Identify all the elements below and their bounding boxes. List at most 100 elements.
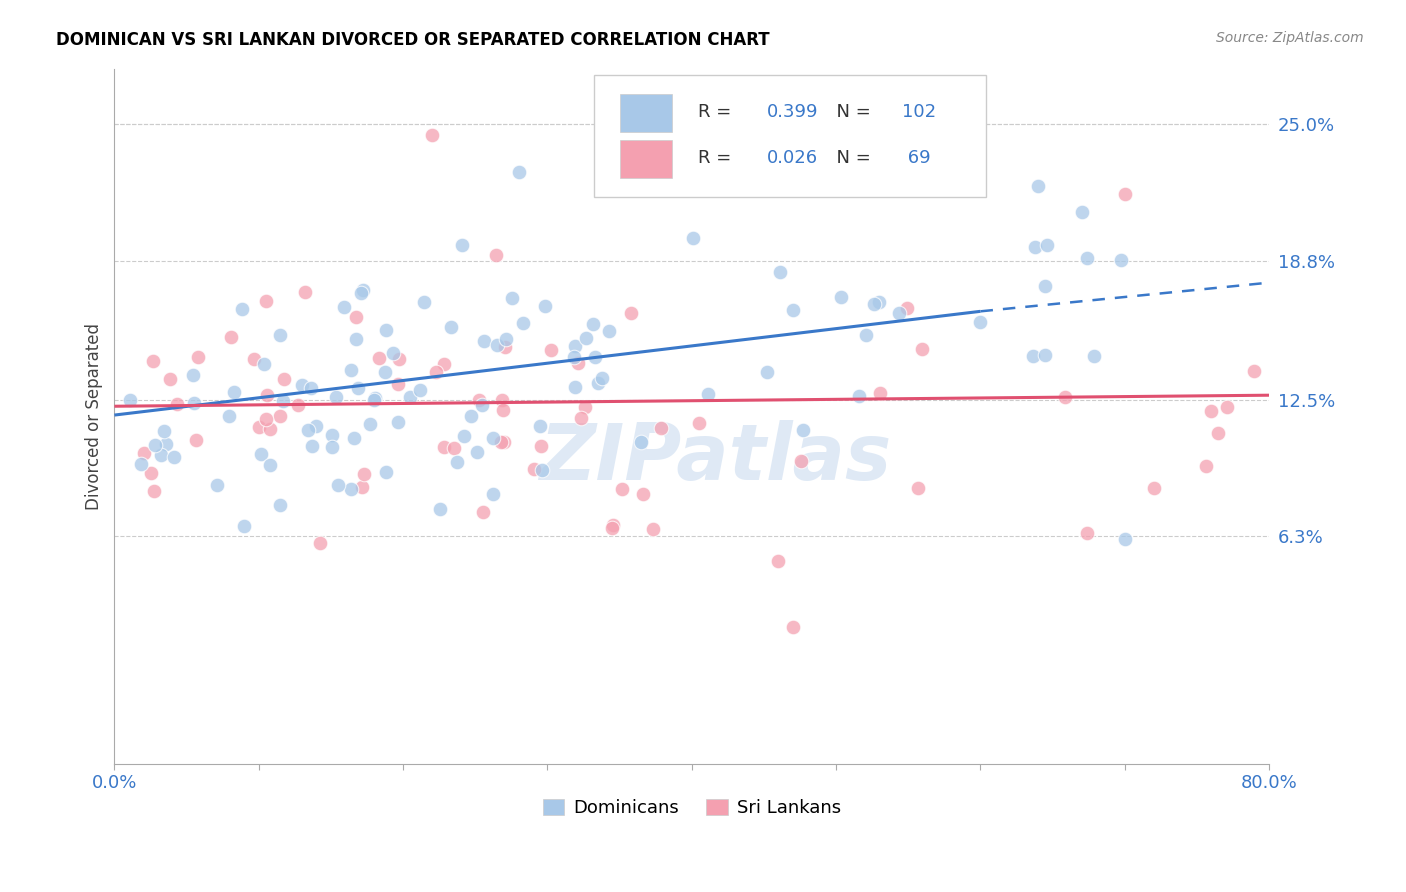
Point	[620, 306, 643, 320]
Point	[420, 128, 443, 142]
Point	[465, 445, 488, 459]
Point	[492, 403, 515, 417]
Point	[485, 248, 508, 262]
Point	[150, 449, 173, 463]
Point	[1070, 205, 1092, 219]
Text: ZIPatlas: ZIPatlas	[538, 420, 891, 496]
Point	[353, 467, 375, 481]
FancyBboxPatch shape	[620, 95, 672, 133]
Point	[269, 498, 291, 512]
Point	[305, 419, 328, 434]
Point	[343, 431, 366, 445]
Point	[641, 522, 664, 536]
Point	[1114, 532, 1136, 546]
Point	[222, 385, 245, 400]
Point	[1243, 364, 1265, 378]
Point	[142, 354, 165, 368]
Point	[574, 400, 596, 414]
Point	[768, 554, 790, 568]
Point	[387, 415, 409, 429]
Point	[339, 483, 361, 497]
Legend: Dominicans, Sri Lankans: Dominicans, Sri Lankans	[536, 791, 848, 824]
Point	[540, 343, 562, 357]
Point	[163, 450, 186, 465]
Point	[153, 424, 176, 438]
Point	[347, 381, 370, 395]
Point	[231, 301, 253, 316]
Point	[253, 357, 276, 371]
Point	[364, 391, 387, 405]
Point	[374, 365, 396, 379]
Point	[534, 299, 557, 313]
Point	[1033, 348, 1056, 362]
Point	[1024, 240, 1046, 254]
Point	[325, 390, 347, 404]
Point	[782, 302, 804, 317]
Point	[412, 295, 434, 310]
Point	[433, 357, 456, 371]
Text: 69: 69	[903, 149, 931, 167]
Point	[159, 372, 181, 386]
Point	[697, 387, 720, 401]
Point	[855, 328, 877, 343]
Point	[492, 434, 515, 449]
Point	[1036, 238, 1059, 252]
Point	[408, 383, 430, 397]
Point	[562, 350, 585, 364]
Point	[887, 306, 910, 320]
Point	[848, 389, 870, 403]
Point	[1076, 525, 1098, 540]
FancyBboxPatch shape	[620, 140, 672, 178]
Point	[1033, 279, 1056, 293]
Point	[254, 412, 277, 426]
Point	[187, 350, 209, 364]
Point	[118, 392, 141, 407]
Text: R =: R =	[697, 149, 737, 167]
Point	[453, 428, 475, 442]
Point	[388, 352, 411, 367]
Point	[602, 517, 624, 532]
Point	[321, 428, 343, 442]
Point	[911, 343, 934, 357]
Y-axis label: Divorced or Separated: Divorced or Separated	[86, 323, 103, 509]
Point	[273, 372, 295, 386]
Point	[790, 454, 813, 468]
Point	[132, 446, 155, 460]
Text: R =: R =	[697, 103, 737, 120]
FancyBboxPatch shape	[593, 76, 986, 197]
Point	[650, 421, 672, 435]
Point	[326, 477, 349, 491]
Point	[756, 366, 779, 380]
Point	[489, 434, 512, 449]
Point	[1053, 390, 1076, 404]
Point	[155, 437, 177, 451]
Point	[598, 324, 620, 338]
Point	[254, 293, 277, 308]
Point	[269, 409, 291, 423]
Text: 102: 102	[903, 103, 936, 120]
Point	[352, 284, 374, 298]
Point	[792, 424, 814, 438]
Point	[482, 431, 505, 445]
Point	[359, 417, 381, 431]
Point	[1022, 350, 1045, 364]
Point	[583, 350, 606, 364]
Point	[233, 518, 256, 533]
Point	[472, 505, 495, 519]
Point	[569, 411, 592, 425]
Point	[530, 463, 553, 477]
Point	[769, 265, 792, 279]
Point	[344, 310, 367, 324]
Point	[294, 285, 316, 300]
Point	[460, 409, 482, 423]
Point	[247, 419, 270, 434]
Point	[630, 435, 652, 450]
Point	[907, 482, 929, 496]
Point	[501, 291, 523, 305]
Point	[564, 380, 586, 394]
Point	[271, 394, 294, 409]
Point	[481, 487, 503, 501]
Point	[869, 386, 891, 401]
Point	[868, 295, 890, 310]
Point	[340, 363, 363, 377]
